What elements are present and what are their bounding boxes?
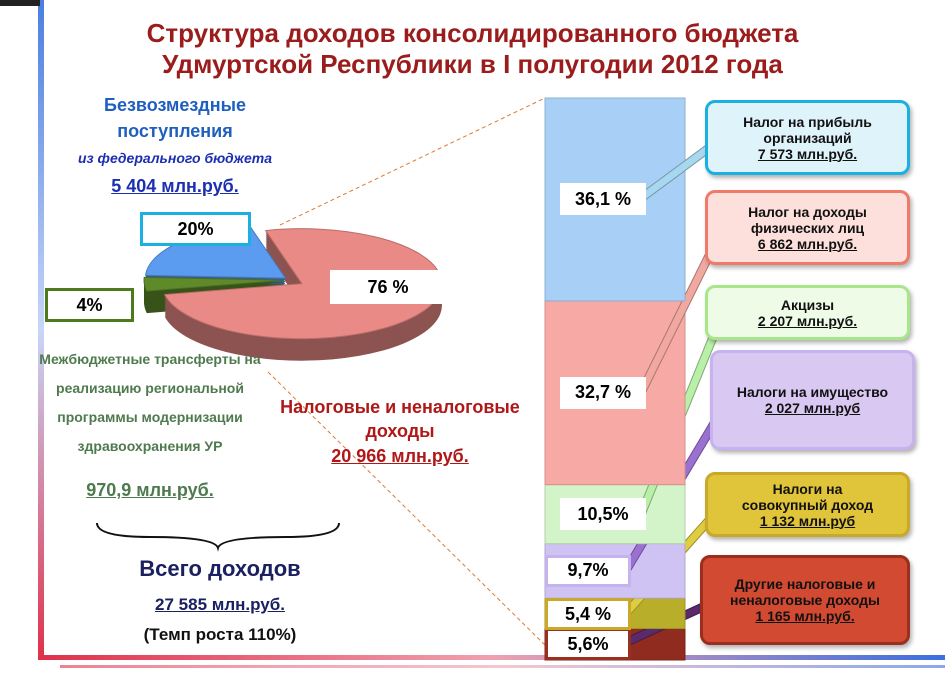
callout-name: Налог на доходы физических лиц: [748, 203, 867, 236]
bar-value-label: 5,6%: [545, 628, 631, 660]
callout-amount: 6 862 млн.руб.: [757, 235, 858, 252]
title: Структура доходов консолидированного бюд…: [146, 18, 799, 79]
callout-amount: 1 132 млн.руб: [759, 512, 856, 529]
bar-value-label: 32,7 %: [560, 376, 646, 409]
callout: Налог на доходы физических лиц 6 862 млн.…: [705, 190, 910, 265]
corner: [0, 0, 40, 6]
callout-amount: 2 027 млн.руб: [764, 400, 861, 416]
pie-value-label: 76 %: [330, 270, 446, 304]
callout-name: Акцизы: [780, 296, 835, 313]
bar-value-label: 9,7%: [545, 554, 631, 587]
left-strip: [38, 0, 44, 660]
bar-value-label: 5,4 %: [545, 598, 631, 631]
pie-label: Межбюджетные трансферты на реализацию ре…: [39, 351, 261, 454]
pie-slice: [143, 276, 285, 292]
bottom-strip: [38, 655, 945, 660]
pie-label: Налоговые и неналоговые доходы: [280, 397, 520, 441]
total-label: Всего доходов: [139, 556, 301, 581]
pie-value-label: 20%: [140, 212, 251, 246]
bottom-strip: [60, 665, 945, 668]
pie-label: Безвозмездные поступления: [104, 95, 246, 141]
pie-amount: 970,9 млн.руб.: [86, 480, 214, 500]
callout-name: Налог на прибыль организаций: [743, 113, 872, 146]
bar-value-label: 10,5%: [560, 498, 646, 531]
callout-name: Налоги на совокупный доход: [741, 480, 874, 513]
connector: [279, 97, 546, 226]
callout: Налог на прибыль организаций 7 573 млн.ру…: [705, 100, 910, 175]
pie-note: из федерального бюджета: [77, 150, 273, 166]
connector: [267, 371, 546, 646]
total-amount: 27 585 млн.руб.: [155, 595, 285, 614]
callout: Налоги на имущество 2 027 млн.руб: [710, 350, 915, 450]
callout: Другие налоговые и неналоговые доходы 1 1…: [700, 555, 910, 645]
callout-name: Налоги на имущество: [736, 384, 889, 400]
callout-amount: 1 165 млн.руб.: [755, 608, 855, 624]
bar-value-label: 36,1 %: [560, 183, 646, 216]
callout-amount: 2 207 млн.руб.: [757, 312, 858, 329]
brace: [96, 522, 340, 552]
callout-name: Другие налоговые и неналоговые доходы: [730, 576, 880, 608]
pie-amount: 5 404 млн.руб.: [111, 176, 239, 196]
callout-amount: 7 573 млн.руб.: [757, 145, 858, 162]
pie-value-label: 4%: [45, 288, 134, 322]
callout: Налоги на совокупный доход 1 132 млн.руб: [705, 472, 910, 537]
total-growth: (Темп роста 110%): [143, 625, 297, 644]
pie-amount: 20 966 млн.руб.: [331, 446, 469, 466]
pie-slice: [163, 228, 443, 340]
callout: Акцизы 2 207 млн.руб.: [705, 285, 910, 340]
